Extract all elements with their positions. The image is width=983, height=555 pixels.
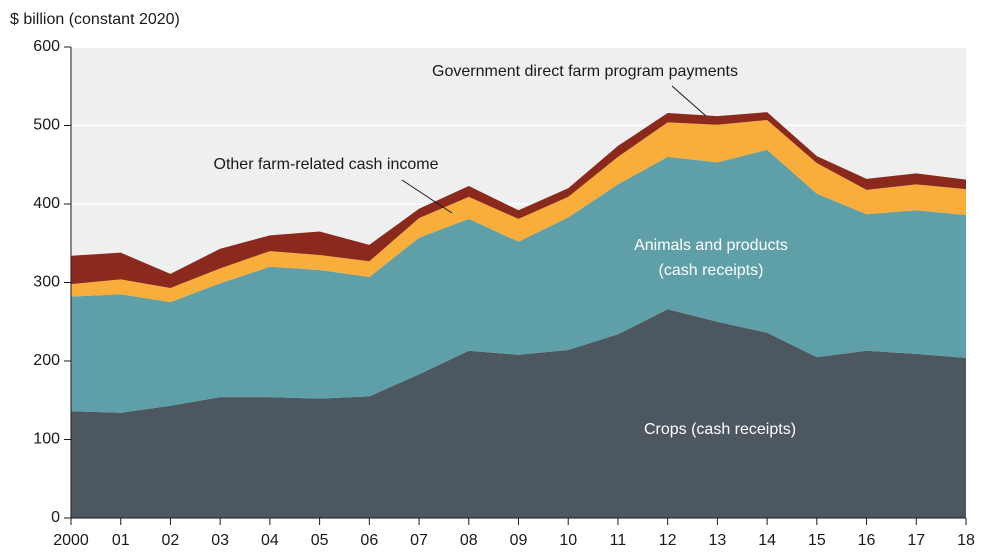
x-tick-label: 02 xyxy=(162,532,180,549)
y-axis-label: $ billion (constant 2020) xyxy=(10,11,180,28)
x-tick-label: 18 xyxy=(957,532,975,549)
x-tick-label: 03 xyxy=(211,532,229,549)
annotation: Animals and products xyxy=(634,237,788,254)
x-tick-label: 17 xyxy=(907,532,925,549)
x-tick-label: 14 xyxy=(758,532,776,549)
x-tick-label: 09 xyxy=(510,532,528,549)
annotation: Other farm-related cash income xyxy=(214,156,439,173)
x-tick-label: 01 xyxy=(112,532,130,549)
x-tick-label: 11 xyxy=(610,532,627,549)
x-tick-label: 10 xyxy=(559,532,577,549)
y-tick-label: 100 xyxy=(33,431,60,448)
x-tick-label: 12 xyxy=(659,532,677,549)
x-tick-label: 07 xyxy=(410,532,428,549)
annotation: Crops (cash receipts) xyxy=(644,421,796,438)
annotation-leader xyxy=(671,85,707,117)
annotation: (cash receipts) xyxy=(659,262,764,279)
y-tick-label: 300 xyxy=(33,274,60,291)
x-tick-label: 13 xyxy=(708,532,726,549)
y-tick-label: 0 xyxy=(51,509,60,526)
y-tick-label: 600 xyxy=(33,38,60,55)
annotation: Government direct farm program payments xyxy=(432,63,738,80)
area xyxy=(71,120,966,303)
area xyxy=(71,149,966,413)
x-tick-label: 16 xyxy=(858,532,876,549)
x-tick-label: 06 xyxy=(360,532,378,549)
x-tick-label: 04 xyxy=(261,532,279,549)
annotation-leader xyxy=(401,179,453,214)
y-tick-label: 500 xyxy=(33,117,60,134)
area xyxy=(71,112,966,288)
x-tick-label: 08 xyxy=(460,532,478,549)
y-tick-label: 200 xyxy=(33,352,60,369)
x-tick-label: 2000 xyxy=(53,532,89,549)
x-tick-label: 05 xyxy=(311,532,329,549)
x-tick-label: 15 xyxy=(808,532,826,549)
y-tick-label: 400 xyxy=(33,195,60,212)
area xyxy=(71,309,966,518)
